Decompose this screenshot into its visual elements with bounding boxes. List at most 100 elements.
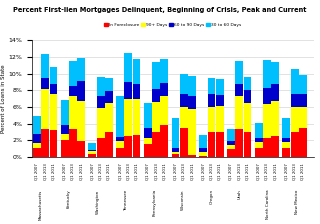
Bar <box>180 94 188 107</box>
Bar <box>160 59 168 83</box>
Bar <box>244 103 252 132</box>
Bar <box>160 96 168 125</box>
Bar <box>97 77 105 96</box>
Bar <box>172 118 180 148</box>
Bar <box>69 86 77 96</box>
Bar <box>172 152 180 154</box>
Bar <box>116 148 124 157</box>
Text: Wisconsin: Wisconsin <box>181 189 185 210</box>
Bar <box>61 140 68 157</box>
Bar <box>255 142 263 149</box>
Bar <box>271 101 279 136</box>
Bar <box>50 67 57 84</box>
Bar <box>244 77 252 90</box>
Bar <box>33 143 41 149</box>
Bar <box>77 141 85 157</box>
Bar <box>124 99 132 136</box>
Bar <box>133 59 140 84</box>
Bar <box>50 130 57 157</box>
Bar <box>208 78 215 94</box>
Bar <box>77 101 85 141</box>
Bar <box>160 83 168 96</box>
Bar <box>50 84 57 94</box>
Bar <box>271 62 279 84</box>
Bar <box>124 53 132 82</box>
Text: North Carolina: North Carolina <box>266 189 270 219</box>
Bar <box>152 102 160 132</box>
Bar <box>188 155 196 157</box>
Text: Pennsylvania: Pennsylvania <box>152 189 156 216</box>
Bar <box>271 136 279 157</box>
Bar <box>244 132 252 157</box>
Text: Tennessee: Tennessee <box>124 189 128 211</box>
Bar <box>299 94 307 107</box>
Bar <box>88 154 96 157</box>
Bar <box>291 69 299 94</box>
Bar <box>61 125 68 134</box>
Bar <box>144 144 152 157</box>
Bar <box>152 89 160 102</box>
Bar <box>133 84 140 99</box>
Text: Washington: Washington <box>95 189 100 213</box>
Bar <box>160 125 168 157</box>
Text: Percent First-lien Mortgages Delinquent, Beginning of Crisis, Peak and Current: Percent First-lien Mortgages Delinquent,… <box>13 7 307 13</box>
Bar <box>180 107 188 128</box>
Bar <box>199 148 207 152</box>
Text: New Mexico: New Mexico <box>295 189 299 214</box>
Bar <box>172 154 180 157</box>
Bar <box>33 149 41 157</box>
Bar <box>116 96 124 137</box>
Bar <box>283 142 290 149</box>
Bar <box>291 107 299 132</box>
Bar <box>216 79 224 95</box>
Bar <box>97 96 105 108</box>
Bar <box>188 97 196 109</box>
Bar <box>77 58 85 81</box>
Bar <box>299 75 307 94</box>
Bar <box>124 82 132 99</box>
Bar <box>124 136 132 157</box>
Bar <box>227 149 235 157</box>
Bar <box>235 84 243 96</box>
Bar <box>97 138 105 157</box>
Bar <box>255 149 263 157</box>
Bar <box>227 145 235 149</box>
Bar <box>216 106 224 132</box>
Bar <box>88 151 96 154</box>
Bar <box>188 109 196 155</box>
Bar <box>227 129 235 141</box>
Bar <box>263 104 271 138</box>
Bar <box>208 132 215 157</box>
Bar <box>41 78 49 89</box>
Bar <box>291 132 299 157</box>
Bar <box>33 116 41 134</box>
Bar <box>283 118 290 138</box>
Bar <box>144 128 152 138</box>
Bar <box>41 89 49 129</box>
Bar <box>263 60 271 88</box>
Bar <box>105 132 113 157</box>
Bar <box>271 84 279 101</box>
Text: Massachusetts: Massachusetts <box>38 189 43 220</box>
Bar <box>180 128 188 157</box>
Text: Kentucky: Kentucky <box>67 189 71 208</box>
Bar <box>144 138 152 144</box>
Y-axis label: Percent of Loans in State: Percent of Loans in State <box>1 64 6 133</box>
Text: Oregon: Oregon <box>209 189 213 205</box>
Bar <box>152 132 160 157</box>
Bar <box>235 61 243 84</box>
Bar <box>283 138 290 142</box>
Bar <box>208 107 215 132</box>
Bar <box>180 74 188 94</box>
Bar <box>172 148 180 152</box>
Bar <box>133 99 140 135</box>
Bar <box>69 96 77 129</box>
Bar <box>208 94 215 107</box>
Bar <box>41 129 49 157</box>
Bar <box>227 141 235 145</box>
Bar <box>235 129 243 157</box>
Bar <box>144 103 152 128</box>
Bar <box>188 76 196 97</box>
Bar <box>199 156 207 157</box>
Bar <box>291 94 299 107</box>
